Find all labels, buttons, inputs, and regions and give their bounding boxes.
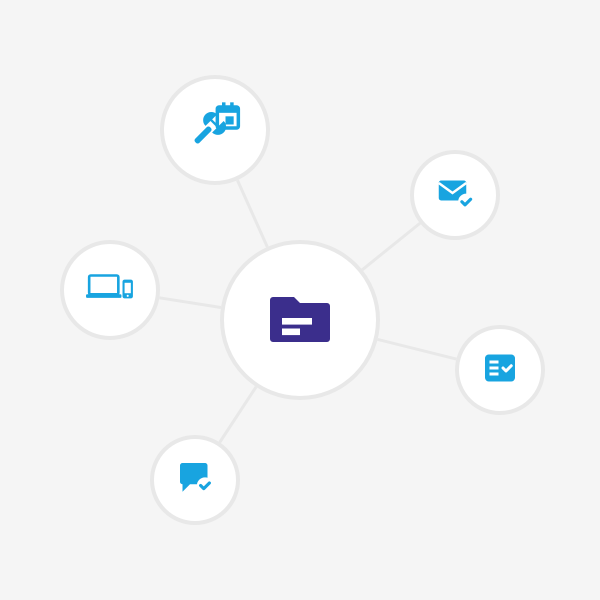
chat-check-icon: [175, 458, 215, 503]
connector-line: [378, 339, 457, 359]
devices-icon: [85, 271, 135, 310]
connector-line: [159, 298, 221, 308]
satellite-node-chat-check: [150, 435, 240, 525]
satellite-node-tools-calendar: [160, 75, 270, 185]
connector-line: [220, 387, 256, 442]
satellite-node-mail-check: [410, 150, 500, 240]
wrench-calendar-icon: [187, 100, 243, 161]
center-node-folder: [220, 240, 380, 400]
checklist-icon: [482, 350, 518, 391]
connector-line: [362, 223, 420, 270]
folder-icon: [264, 282, 336, 359]
satellite-node-devices: [60, 240, 160, 340]
mail-check-icon: [435, 173, 475, 218]
diagram-canvas: [0, 0, 600, 600]
satellite-node-checklist: [455, 325, 545, 415]
connector-line: [237, 180, 267, 247]
